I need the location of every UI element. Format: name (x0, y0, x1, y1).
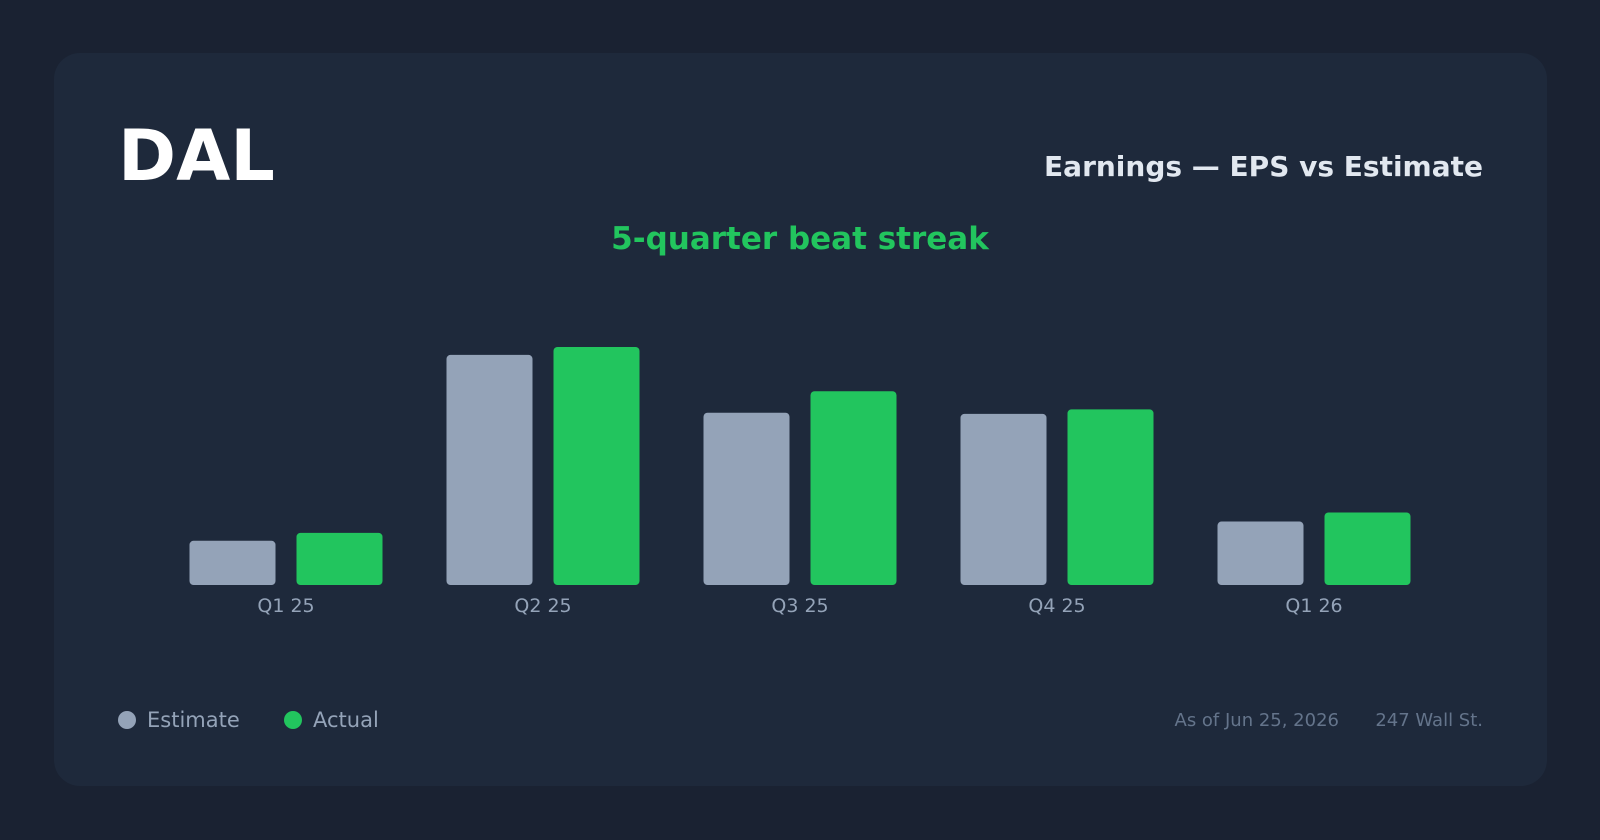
date: As of Jun 25, 2026 (1175, 710, 1340, 731)
bar (189, 540, 276, 585)
bar (1217, 521, 1304, 585)
card (54, 53, 1547, 786)
x-tick-label: Q1 26 (1285, 595, 1342, 617)
bar (703, 412, 790, 585)
bar (1067, 409, 1154, 585)
legend-swatch (284, 711, 302, 729)
bar (446, 354, 533, 585)
legend-swatch (118, 711, 136, 729)
legend-label: Actual (313, 708, 379, 732)
chart-title: Earnings — EPS vs Estimate (1044, 150, 1483, 183)
x-tick-label: Q3 25 (771, 595, 828, 617)
annotation: 5-quarter beat streak (611, 221, 990, 257)
bar (960, 413, 1047, 585)
legend-label: Estimate (147, 708, 240, 732)
x-tick-label: Q4 25 (1028, 595, 1085, 617)
bar (810, 391, 897, 585)
ticker: DAL (118, 115, 275, 197)
source: 247 Wall St. (1375, 710, 1483, 731)
bar (1324, 512, 1411, 585)
bar (296, 532, 383, 585)
x-tick-label: Q1 25 (257, 595, 314, 617)
x-tick-label: Q2 25 (514, 595, 571, 617)
bar (553, 347, 640, 585)
